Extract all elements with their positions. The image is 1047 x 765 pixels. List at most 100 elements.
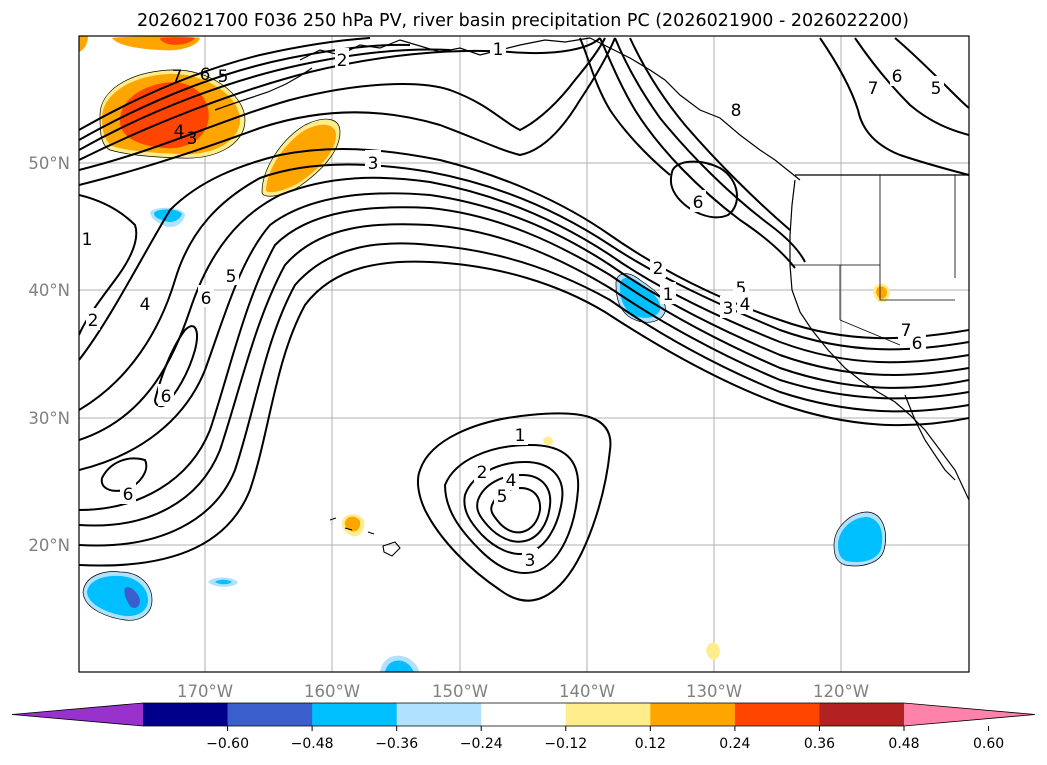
- pv-contour: [79, 223, 969, 527]
- contour-label: 5: [218, 67, 229, 87]
- lat-labels: 50°N 40°N 30°N 20°N: [28, 154, 70, 555]
- lon-label: 140°W: [559, 682, 615, 701]
- contour-label: 2: [477, 463, 488, 483]
- pv-contour: [79, 206, 969, 511]
- pv-contour: [79, 37, 616, 186]
- colorbar-tick-label: 0.36: [804, 736, 835, 752]
- pv-contour: [79, 242, 969, 547]
- colorbar-tick-label: 0.48: [888, 736, 919, 752]
- pv-contour: [443, 443, 580, 575]
- colorbar-segment: [481, 703, 567, 726]
- contour-label: 1: [663, 285, 674, 305]
- pv-contour: [669, 160, 739, 219]
- contour-label: 3: [723, 299, 734, 319]
- pv-contour: [100, 457, 148, 492]
- pv-contours: [79, 37, 969, 602]
- contour-label: 6: [912, 334, 923, 354]
- contour-label: 2: [653, 259, 664, 279]
- pv-contour: [819, 37, 969, 176]
- colorbar-tick-label: 0.12: [635, 736, 666, 752]
- island-hawaii: [329, 517, 401, 557]
- pv-contour: [79, 260, 969, 567]
- contour-label: 4: [506, 471, 517, 491]
- colorbar-segment: [143, 703, 229, 726]
- pv-contour: [79, 163, 969, 411]
- precip-outline: [833, 511, 886, 567]
- colorbar-segment: [312, 703, 398, 726]
- map-area: 1 2 1 2 3 4 5 6 7 3 4 5 6 8 7 6 5 6 2 1 …: [79, 36, 969, 672]
- pv-contour: [894, 37, 969, 109]
- pv-contour: [416, 412, 612, 602]
- colorbar-tick-label: 0.60: [973, 736, 1004, 752]
- precip-positive-blob: [266, 124, 336, 193]
- precip-outline: [82, 571, 153, 621]
- contour-label: 7: [901, 321, 912, 341]
- lat-label: 30°N: [28, 409, 70, 428]
- contour-label: 4: [740, 295, 751, 315]
- lon-label: 160°W: [304, 682, 360, 701]
- colorbar-tick-label: −0.36: [375, 736, 418, 752]
- contour-label: 5: [497, 487, 508, 507]
- border-states: [790, 175, 956, 346]
- contour-label: 1: [82, 230, 93, 250]
- contour-labels: 1 2 1 2 3 4 5 6 7 3 4 5 6 8 7 6 5 6 2 1 …: [80, 36, 944, 571]
- precip-positive-blob: [344, 516, 361, 532]
- contour-label: 3: [525, 551, 536, 571]
- pv-contour: [614, 37, 806, 263]
- colorbar-extend-left: [12, 703, 143, 726]
- contour-label: 3: [187, 129, 198, 149]
- colorbar-segment: [819, 703, 905, 726]
- precip-negative-blob: [154, 209, 182, 223]
- lat-label: 50°N: [28, 154, 70, 173]
- precip-positive-blob: [876, 286, 887, 299]
- coastline-baja: [904, 394, 956, 481]
- precip-negative-blob: [215, 579, 232, 585]
- colorbar-tick-label: −0.60: [206, 736, 249, 752]
- contour-label: 3: [368, 154, 379, 174]
- contour-label: 6: [123, 485, 134, 505]
- precip-positive-blob: [706, 642, 720, 660]
- contour-label: 6: [200, 65, 211, 85]
- pv-contour: [854, 37, 969, 136]
- pv-contour: [463, 460, 564, 555]
- pv-contour: [629, 37, 791, 231]
- precip-negative-blob: [838, 517, 883, 563]
- colorbar-extend-right: [904, 703, 1035, 726]
- pv-contour: [79, 37, 606, 171]
- pv-contour: [79, 192, 969, 471]
- contour-label: 4: [174, 122, 185, 142]
- lat-label: 20°N: [28, 536, 70, 555]
- contour-label: 8: [731, 101, 742, 121]
- contour-label: 6: [892, 67, 903, 87]
- colorbar: −0.60 −0.48 −0.36 −0.24 −0.12 0.12 0.24 0.36 0.4…: [11, 702, 1036, 752]
- contour-label: 6: [161, 387, 172, 407]
- contour-label: 7: [172, 67, 183, 87]
- contour-label: 3: [355, 43, 366, 63]
- precip-positive-blob: [79, 36, 88, 52]
- pv-contour: [79, 37, 371, 131]
- lon-label: 130°W: [686, 682, 742, 701]
- coastlines: [214, 37, 969, 557]
- map-frame: [78, 35, 970, 673]
- colorbar-segment: [650, 703, 736, 726]
- coastline-bc: [589, 37, 801, 181]
- lat-label: 40°N: [28, 281, 70, 300]
- colorbar-tick-label: −0.24: [460, 736, 503, 752]
- colorbar-segment: [734, 703, 820, 726]
- colorbar-segment: [227, 703, 313, 726]
- precip-positive-blob: [543, 436, 553, 446]
- precip-negative-blob: [124, 587, 140, 608]
- contour-label: 5: [736, 279, 747, 299]
- contour-label: 1: [493, 40, 504, 60]
- lon-label: 170°W: [177, 682, 233, 701]
- colorbar-outline: [11, 702, 1036, 727]
- colorbar-tick-label: −0.48: [291, 736, 334, 752]
- contour-label: 6: [693, 193, 704, 213]
- contour-label: 1: [515, 426, 526, 446]
- precip-positive-blob: [160, 37, 195, 45]
- coastline-aleutians: [214, 67, 313, 111]
- contour-label: 2: [337, 51, 348, 71]
- lon-labels: 170°W 160°W 150°W 140°W 130°W 120°W: [177, 682, 869, 701]
- contour-label: 4: [140, 295, 151, 315]
- pv-contour: [579, 37, 671, 176]
